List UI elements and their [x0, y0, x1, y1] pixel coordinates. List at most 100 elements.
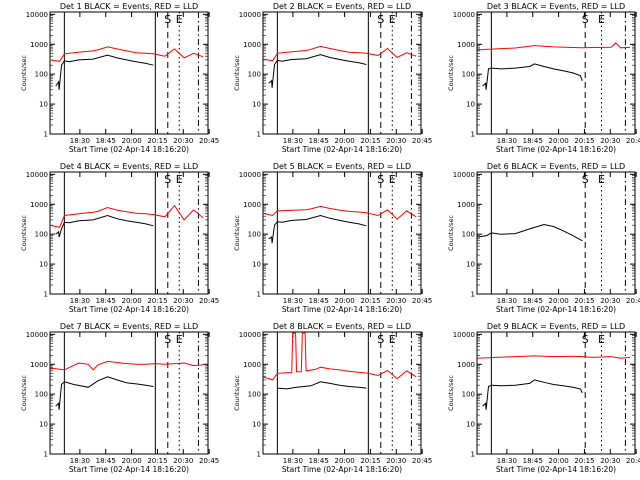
- x-tick-label: 18:45: [523, 297, 543, 305]
- x-tick-label: 20:45: [412, 457, 432, 465]
- x-tick-label: 18:30: [70, 457, 90, 465]
- marker-label: E: [389, 333, 396, 346]
- y-axis-label: Counts/sec: [233, 55, 241, 91]
- x-tick-label: 20:45: [626, 137, 640, 145]
- marker-label: E: [598, 13, 605, 26]
- y-tick-label: 100: [35, 71, 48, 79]
- series-line-1: [55, 214, 154, 238]
- marker-label: S: [377, 13, 384, 26]
- y-tick-label: 1000: [457, 41, 475, 49]
- x-axis-label: Start Time (02-Apr-14 18:16:20): [496, 305, 616, 314]
- x-tick-label: 18:30: [70, 297, 90, 305]
- y-axis-label: Counts/sec: [233, 215, 241, 251]
- marker-label: S: [164, 173, 171, 186]
- data-area: [263, 332, 417, 454]
- y-tick-label: 10: [466, 101, 475, 109]
- y-tick-label: 1000: [457, 361, 475, 369]
- y-tick-label: 1: [44, 291, 48, 299]
- y-tick-label: 1: [471, 291, 475, 299]
- y-tick-label: 10: [252, 261, 261, 269]
- x-tick-label: 20:15: [360, 297, 380, 305]
- y-axis-label: Counts/sec: [447, 375, 455, 411]
- chart-panel-4: Det 4 BLACK = Events, RED = LLD 1 10 100 100…: [20, 162, 219, 314]
- chart-panel-9: Det 9 BLACK = Events, RED = LLD 1 10 100 100…: [447, 322, 640, 474]
- y-tick-label: 100: [248, 71, 261, 79]
- x-tick-label: 20:45: [199, 137, 219, 145]
- x-tick-label: 20:45: [199, 457, 219, 465]
- x-tick-label: 20:00: [548, 297, 568, 305]
- x-tick-label: 20:15: [574, 297, 594, 305]
- marker-label: E: [389, 173, 396, 186]
- chart-panel-6: Det 6 BLACK = Events, RED = LLD 1 10 100 100…: [447, 162, 640, 314]
- marker-label: E: [176, 333, 183, 346]
- marker-label: S: [164, 13, 171, 26]
- x-tick-label: 18:45: [309, 457, 329, 465]
- data-area: [477, 172, 626, 294]
- series-line-1: [477, 223, 583, 242]
- y-tick-label: 10000: [239, 171, 261, 179]
- plot-frame: [262, 171, 422, 295]
- y-tick-label: 100: [248, 231, 261, 239]
- plot-frame: [49, 331, 209, 455]
- x-tick-label: 20:15: [574, 137, 594, 145]
- x-tick-label: 18:30: [497, 137, 517, 145]
- series-line-2: [263, 332, 417, 381]
- x-axis-label: Start Time (02-Apr-14 18:16:20): [496, 465, 616, 474]
- marker-label: E: [598, 173, 605, 186]
- chart-panel-8: Det 8 BLACK = Events, RED = LLD 1 10 100 100…: [233, 322, 432, 474]
- y-tick-label: 10: [252, 421, 261, 429]
- marker-label: E: [598, 333, 605, 346]
- x-tick-label: 20:45: [626, 297, 640, 305]
- y-tick-label: 100: [35, 231, 48, 239]
- data-area: [477, 12, 631, 134]
- y-tick-label: 1: [257, 131, 261, 139]
- x-tick-label: 20:00: [334, 297, 354, 305]
- x-axis-label: Start Time (02-Apr-14 18:16:20): [282, 465, 402, 474]
- x-tick-label: 20:45: [412, 137, 432, 145]
- x-tick-label: 20:15: [360, 137, 380, 145]
- chart-title: Det 6 BLACK = Events, RED = LLD: [487, 162, 625, 171]
- chart-panel-2: Det 2 BLACK = Events, RED = LLD 1 10 100 100…: [233, 2, 432, 154]
- x-axis-label: Start Time (02-Apr-14 18:16:20): [69, 465, 189, 474]
- y-tick-label: 100: [248, 391, 261, 399]
- x-tick-label: 18:45: [523, 137, 543, 145]
- x-tick-label: 20:30: [173, 137, 193, 145]
- chart-panel-7: Det 7 BLACK = Events, RED = LLD 1 10 100 100…: [20, 322, 219, 474]
- data-area: [50, 12, 204, 134]
- y-tick-label: 1000: [30, 201, 48, 209]
- series-line-1: [55, 376, 154, 410]
- series-line-2: [477, 42, 631, 51]
- x-tick-label: 20:00: [121, 297, 141, 305]
- chart-panel-1: Det 1 BLACK = Events, RED = LLD 1 10 100 100…: [20, 2, 219, 154]
- data-area: [263, 12, 417, 134]
- x-axis-label: Start Time (02-Apr-14 18:16:20): [69, 145, 189, 154]
- x-tick-label: 18:30: [497, 297, 517, 305]
- x-tick-label: 20:45: [199, 297, 219, 305]
- series-line-2: [263, 205, 417, 220]
- y-tick-label: 10000: [239, 11, 261, 19]
- marker-label: S: [377, 173, 384, 186]
- plot-frame: [476, 171, 636, 295]
- y-tick-label: 10000: [453, 11, 475, 19]
- chart-title: Det 8 BLACK = Events, RED = LLD: [273, 322, 411, 331]
- data-area: [50, 172, 204, 294]
- plot-frame: [49, 171, 209, 295]
- x-tick-label: 18:45: [523, 457, 543, 465]
- x-tick-label: 18:30: [497, 457, 517, 465]
- x-tick-label: 20:30: [386, 457, 406, 465]
- x-axis-label: Start Time (02-Apr-14 18:16:20): [282, 145, 402, 154]
- y-tick-label: 10000: [26, 331, 48, 339]
- y-axis-label: Counts/sec: [447, 55, 455, 91]
- y-tick-label: 10000: [239, 331, 261, 339]
- plot-frame: [49, 11, 209, 135]
- x-axis-label: Start Time (02-Apr-14 18:16:20): [69, 305, 189, 314]
- y-axis-label: Counts/sec: [20, 55, 28, 91]
- x-tick-label: 20:15: [147, 297, 167, 305]
- series-line-2: [263, 45, 417, 62]
- marker-label: E: [176, 13, 183, 26]
- x-tick-label: 18:30: [70, 137, 90, 145]
- y-tick-label: 10: [39, 421, 48, 429]
- x-tick-label: 18:30: [283, 457, 303, 465]
- y-tick-label: 1000: [243, 41, 261, 49]
- y-tick-label: 10: [466, 261, 475, 269]
